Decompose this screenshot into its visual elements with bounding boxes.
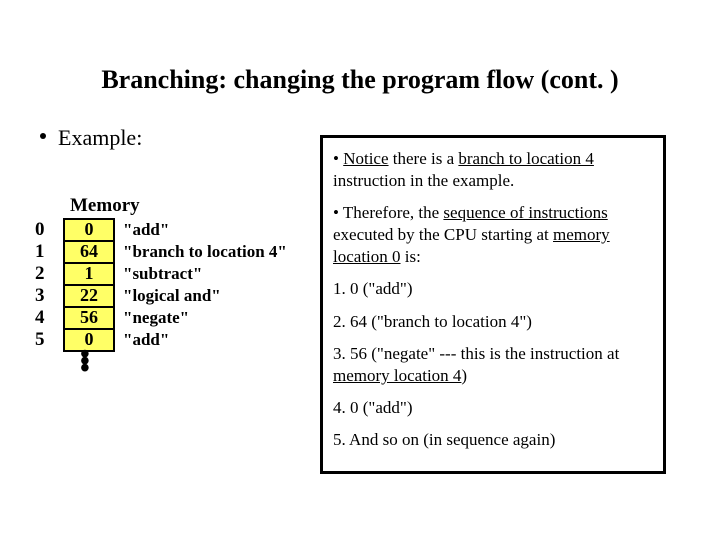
memory-table: Memory 0 0 "add" 1 64 "branch to locatio… <box>35 195 287 372</box>
ellipsis-icon: ••• <box>80 351 287 372</box>
memory-addr: 3 <box>35 285 63 307</box>
underline-memloc4: memory location 4 <box>333 366 461 385</box>
slide-title: Branching: changing the program flow (co… <box>0 65 720 95</box>
memory-row: 0 0 "add" <box>35 219 287 241</box>
example-label: Example: <box>58 125 142 151</box>
memory-row: 5 0 "add" <box>35 329 287 351</box>
note-step5: 5. And so on (in sequence again) <box>333 429 653 451</box>
memory-instr: "branch to location 4" <box>123 242 287 262</box>
memory-instr: "logical and" <box>123 286 221 306</box>
memory-cell: 1 <box>63 262 115 286</box>
underline-sequence: sequence of instructions <box>443 203 607 222</box>
note-p1: • Notice there is a branch to location 4… <box>333 148 653 192</box>
memory-cell: 56 <box>63 306 115 330</box>
memory-row: 1 64 "branch to location 4" <box>35 241 287 263</box>
slide: Branching: changing the program flow (co… <box>0 0 720 540</box>
note-step2: 2. 64 ("branch to location 4") <box>333 311 653 333</box>
memory-addr: 2 <box>35 263 63 285</box>
memory-header: Memory <box>70 195 287 217</box>
memory-row: 2 1 "subtract" <box>35 263 287 285</box>
memory-row: 4 56 "negate" <box>35 307 287 329</box>
memory-instr: "subtract" <box>123 264 202 284</box>
underline-notice: Notice <box>343 149 388 168</box>
bullet-icon <box>40 133 46 139</box>
notes-box: • Notice there is a branch to location 4… <box>320 135 666 474</box>
underline-branch: branch to location 4 <box>458 149 594 168</box>
memory-cell: 22 <box>63 284 115 308</box>
memory-addr: 1 <box>35 241 63 263</box>
note-step1: 1. 0 ("add") <box>333 278 653 300</box>
memory-cell: 64 <box>63 240 115 264</box>
note-step3: 3. 56 ("negate" --- this is the instruct… <box>333 343 653 387</box>
memory-row: 3 22 "logical and" <box>35 285 287 307</box>
note-p2: • Therefore, the sequence of instruction… <box>333 202 653 268</box>
memory-instr: "add" <box>123 220 169 240</box>
memory-addr: 5 <box>35 329 63 351</box>
memory-addr: 0 <box>35 219 63 241</box>
memory-instr: "negate" <box>123 308 189 328</box>
memory-instr: "add" <box>123 330 169 350</box>
memory-cell: 0 <box>63 218 115 242</box>
memory-addr: 4 <box>35 307 63 329</box>
note-step4: 4. 0 ("add") <box>333 397 653 419</box>
